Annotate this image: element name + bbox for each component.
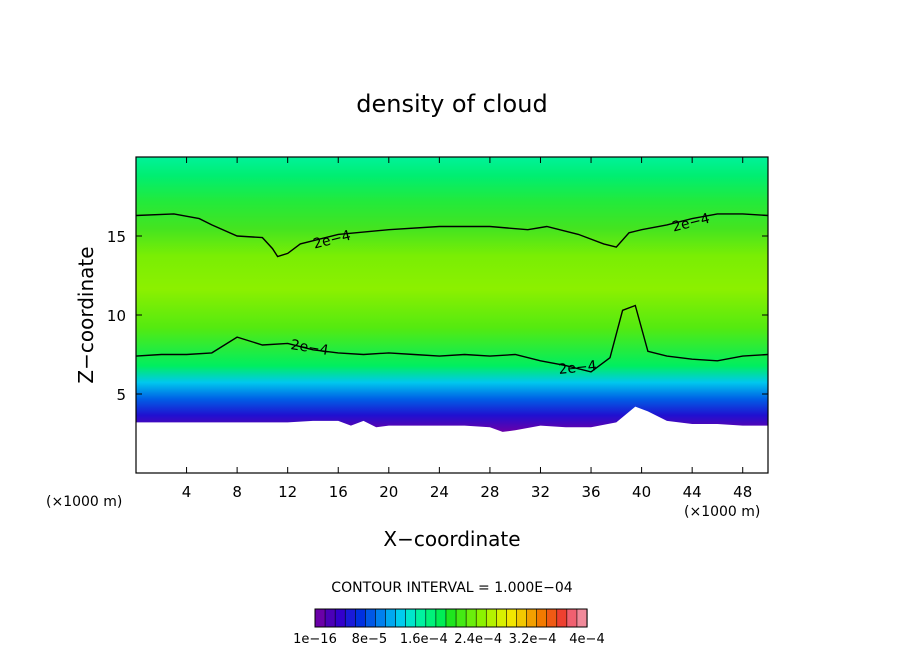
contour-line-lower — [136, 304, 768, 373]
x-tick-label: 28 — [480, 483, 499, 501]
x-axis-label: X−coordinate — [383, 527, 520, 551]
colorbar-swatch — [445, 608, 457, 628]
colorbar-swatch — [546, 608, 558, 628]
colorbar-swatch — [576, 608, 588, 628]
colorbar-swatch — [485, 608, 497, 628]
colorbar-swatch — [536, 608, 548, 628]
colorbar-swatch — [506, 608, 518, 628]
cloud-density-field — [136, 157, 768, 432]
colorbar-swatch — [566, 608, 578, 628]
colorbar-swatch — [415, 608, 427, 628]
colorbar-swatch — [526, 608, 538, 628]
chart-title: density of cloud — [356, 90, 547, 118]
x-tick-label: 40 — [632, 483, 651, 501]
colorbar-swatch — [385, 608, 397, 628]
colorbar-swatch — [324, 608, 336, 628]
colorbar-swatch — [344, 608, 356, 628]
y-axis-label: Z−coordinate — [74, 246, 98, 383]
colorbar — [314, 608, 588, 628]
y-tick-label: 5 — [116, 386, 126, 404]
colorbar-swatch — [455, 608, 467, 628]
contour-interval-text: CONTOUR INTERVAL = 1.000E−04 — [331, 580, 572, 596]
colorbar-labels: 1e−16 8e−5 1.6e−4 2.4e−4 3.2e−4 4e−4 — [293, 632, 605, 647]
colorbar-label: 4e−4 — [569, 632, 604, 647]
x-unit-right: (×1000 m) — [684, 504, 760, 520]
colorbar-swatch — [435, 608, 447, 628]
x-tick-label: 36 — [581, 483, 600, 501]
colorbar-swatch — [334, 608, 346, 628]
colorbar-swatch — [405, 608, 417, 628]
x-tick-label: 12 — [278, 483, 297, 501]
colorbar-frame — [314, 608, 588, 628]
colorbar-swatch — [314, 608, 326, 628]
colorbar-swatch — [425, 608, 437, 628]
x-tick-label: 48 — [733, 483, 752, 501]
x-tick-label: 16 — [329, 483, 348, 501]
colorbar-swatch — [496, 608, 507, 628]
colorbar-swatch — [375, 608, 387, 628]
x-tick-label: 20 — [379, 483, 398, 501]
y-axis-ticks: 5 10 15 — [107, 228, 768, 404]
colorbar-swatch — [354, 608, 366, 628]
x-tick-label: 8 — [232, 483, 242, 501]
y-tick-label: 15 — [107, 228, 126, 246]
colorbar-swatch — [516, 608, 528, 628]
contour-line-upper — [136, 213, 768, 258]
y-tick-label: 10 — [107, 307, 126, 325]
x-axis-ticks: 4 8 12 16 20 24 28 32 36 40 44 48 — [182, 157, 752, 501]
colorbar-swatch — [365, 608, 377, 628]
colorbar-swatch — [395, 608, 407, 628]
plot-area — [136, 157, 768, 473]
colorbar-label: 3.2e−4 — [509, 632, 557, 647]
colorbar-swatch — [556, 608, 568, 628]
colorbar-label: 1.6e−4 — [400, 632, 448, 647]
contour-label-lower-left: 2e−4 — [290, 337, 330, 359]
colorbar-swatch — [475, 608, 487, 628]
x-tick-label: 32 — [531, 483, 550, 501]
x-tick-label: 24 — [430, 483, 449, 501]
colorbar-swatch — [465, 608, 477, 628]
colorbar-label: 1e−16 — [293, 632, 337, 647]
contour-label-lower-right: 2e−4 — [558, 358, 598, 378]
colorbar-label: 2.4e−4 — [454, 632, 502, 647]
colorbar-label: 8e−5 — [352, 632, 387, 647]
x-unit-left: (×1000 m) — [46, 494, 122, 510]
x-tick-label: 4 — [182, 483, 192, 501]
x-tick-label: 44 — [683, 483, 702, 501]
